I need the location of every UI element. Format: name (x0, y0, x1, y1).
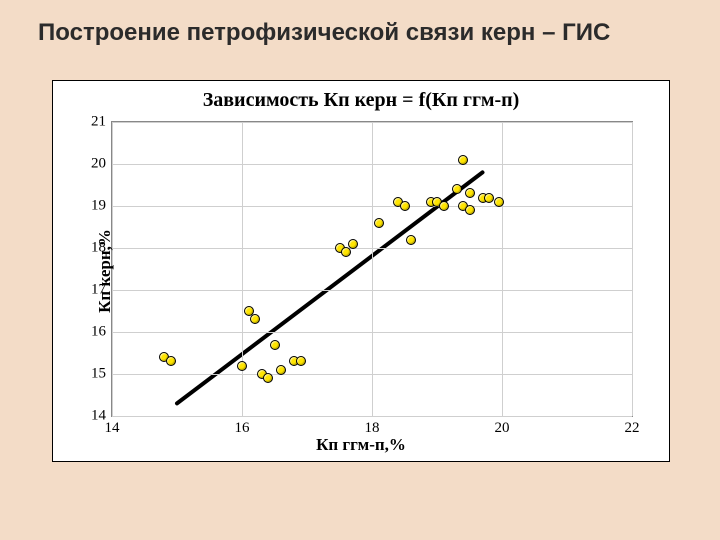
data-point (270, 340, 280, 350)
data-point (250, 314, 260, 324)
page-heading: Построение петрофизической связи керн – … (38, 18, 660, 48)
gridline-v (242, 122, 243, 416)
y-axis-label: Кп керн,% (95, 229, 115, 313)
data-point (465, 188, 475, 198)
gridline-h (112, 416, 632, 417)
data-point (494, 197, 504, 207)
gridline-v (502, 122, 503, 416)
gridline-v (632, 122, 633, 416)
ytick-label: 21 (91, 114, 106, 131)
data-point (166, 356, 176, 366)
data-point (374, 218, 384, 228)
ytick-label: 15 (91, 366, 106, 383)
plot-area: 14151617181920211416182022 (111, 121, 633, 417)
data-point (439, 201, 449, 211)
data-point (452, 184, 462, 194)
data-point (406, 235, 416, 245)
data-point (458, 155, 468, 165)
data-point (237, 361, 247, 371)
ytick-label: 16 (91, 324, 106, 341)
x-axis-label: Кп ггм-п,% (53, 435, 669, 455)
data-point (263, 373, 273, 383)
data-point (348, 239, 358, 249)
data-point (400, 201, 410, 211)
data-point (484, 193, 494, 203)
data-point (296, 356, 306, 366)
chart-panel: Зависимость Кп керн = f(Кп ггм-п) 141516… (52, 80, 670, 462)
chart-title: Зависимость Кп керн = f(Кп ггм-п) (53, 89, 669, 112)
data-point (276, 365, 286, 375)
ytick-label: 20 (91, 156, 106, 173)
data-point (341, 247, 351, 257)
ytick-label: 19 (91, 198, 106, 215)
data-point (465, 205, 475, 215)
gridline-v (372, 122, 373, 416)
